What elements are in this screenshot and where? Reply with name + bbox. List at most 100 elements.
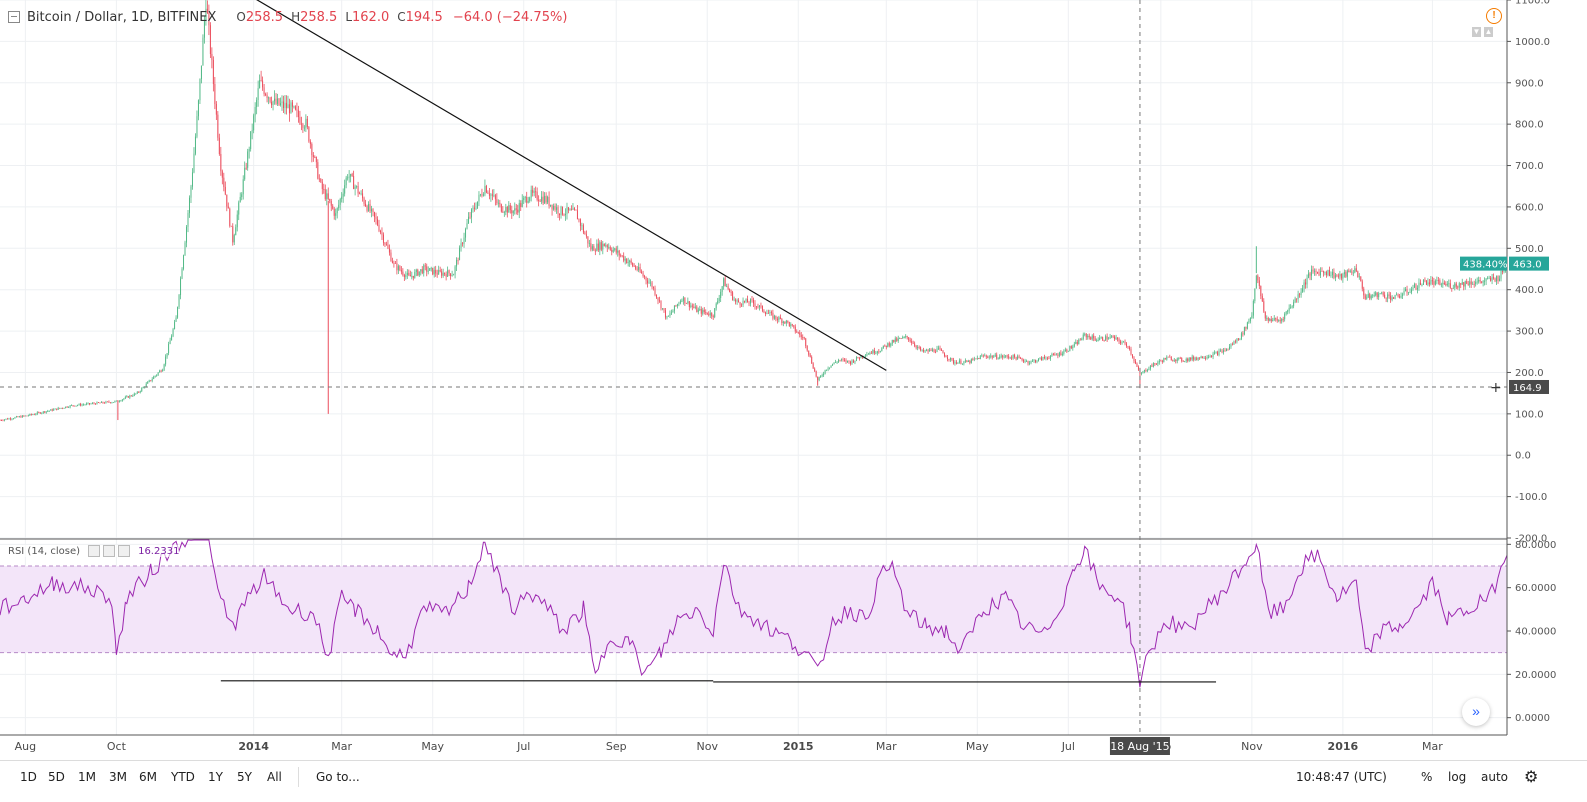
goto-button[interactable]: Go to... xyxy=(316,770,360,784)
timeframe-3m[interactable]: 3M xyxy=(109,770,127,784)
candle-body xyxy=(697,309,699,313)
candle-body xyxy=(647,280,649,284)
candle-body xyxy=(1228,346,1230,349)
candle-body xyxy=(1394,294,1396,299)
candle-body xyxy=(609,247,611,250)
candle-body xyxy=(1117,337,1119,339)
candle-body xyxy=(260,79,262,81)
candle-body xyxy=(53,409,55,411)
price-tick-label: 500.0 xyxy=(1515,244,1544,255)
candle-body xyxy=(775,315,777,319)
candle-body xyxy=(229,208,231,226)
candle-body xyxy=(1400,295,1402,298)
candle-body xyxy=(954,362,956,364)
candle-body xyxy=(1411,289,1413,293)
candle-body xyxy=(670,312,672,314)
crosshair-date-label: 18 Aug '15 xyxy=(1110,740,1170,753)
candle-body xyxy=(638,267,640,270)
candle-body xyxy=(969,360,971,363)
candle-body xyxy=(168,344,170,354)
double-chevron-right-icon[interactable]: » xyxy=(1462,698,1490,726)
candle-body xyxy=(563,214,565,216)
candle-body xyxy=(524,196,526,199)
candle-body xyxy=(365,203,367,207)
candle-body xyxy=(321,181,323,190)
candle-body xyxy=(1085,333,1087,338)
candle-body xyxy=(1070,346,1072,349)
candle-body xyxy=(297,110,299,118)
candle-body xyxy=(832,364,834,366)
candle-body xyxy=(369,204,371,212)
candle-body xyxy=(838,360,840,362)
timeframe-1d[interactable]: 1D xyxy=(20,770,37,784)
candle-body xyxy=(800,334,802,338)
candle-body xyxy=(453,274,455,276)
candle-body xyxy=(126,396,128,398)
candle-body xyxy=(59,407,61,409)
settings-icon[interactable] xyxy=(103,545,116,557)
candle-body xyxy=(1149,365,1151,369)
candle-body xyxy=(1094,338,1096,341)
candle-body xyxy=(641,271,643,274)
close-icon[interactable] xyxy=(118,545,131,557)
chart-area[interactable]: 1100.0 1000.0 900.0 800.0 700.0 600.0 500.0 400… xyxy=(0,0,1587,760)
candle-body xyxy=(8,418,10,420)
eye-icon[interactable] xyxy=(88,545,101,557)
percent-toggle[interactable]: % xyxy=(1421,770,1433,784)
gear-icon[interactable]: ⚙ xyxy=(1524,767,1539,786)
candle-body xyxy=(235,227,237,236)
candle-body xyxy=(282,101,284,108)
candle-body xyxy=(354,186,356,190)
log-toggle[interactable]: log xyxy=(1448,770,1467,784)
candle-body xyxy=(1324,272,1326,273)
warning-icon[interactable]: ! xyxy=(1486,8,1502,24)
collapse-icon[interactable] xyxy=(8,11,20,23)
timeframe-ytd[interactable]: YTD xyxy=(171,770,195,784)
candle-body xyxy=(1209,356,1211,357)
candle-body xyxy=(815,371,817,377)
timeframe-1m[interactable]: 1M xyxy=(78,770,96,784)
candle-body xyxy=(539,201,541,202)
candle-body xyxy=(645,277,647,281)
candle-body xyxy=(444,272,446,275)
candle-body xyxy=(1433,281,1435,285)
candle-body xyxy=(544,195,546,204)
candle-body xyxy=(545,195,547,203)
candle-body xyxy=(275,98,277,104)
candle-body xyxy=(1445,284,1447,286)
candle-body xyxy=(933,349,935,352)
candle-body xyxy=(1091,335,1093,340)
candle-body xyxy=(77,405,79,406)
timeframe-6m[interactable]: 6M xyxy=(139,770,157,784)
candle-body xyxy=(663,308,665,311)
candle-body xyxy=(1348,270,1350,273)
candle-body xyxy=(730,292,732,293)
timeframe-5y[interactable]: 5Y xyxy=(237,770,252,784)
candle-body xyxy=(560,206,562,216)
candle-body xyxy=(976,357,978,359)
minimize-icon[interactable]: ▼ xyxy=(1472,27,1481,37)
maximize-icon[interactable]: ▲ xyxy=(1484,27,1493,37)
candle-body xyxy=(550,204,552,206)
candle-body xyxy=(535,191,537,193)
timeframe-5d[interactable]: 5D xyxy=(48,770,65,784)
candle-body xyxy=(1464,281,1466,287)
candle-body xyxy=(999,356,1001,359)
candle-body xyxy=(1157,362,1159,365)
candle-body xyxy=(1233,341,1235,345)
rsi-tick-label: 80.0000 xyxy=(1515,540,1556,551)
candle-body xyxy=(1245,326,1247,329)
candle-body xyxy=(993,356,995,358)
timeframe-1y[interactable]: 1Y xyxy=(208,770,223,784)
candle-body xyxy=(833,362,835,365)
candle-body xyxy=(764,312,766,314)
candle-body xyxy=(224,186,226,195)
candle-body xyxy=(366,206,368,211)
candle-body xyxy=(145,383,147,387)
timeframe-all[interactable]: All xyxy=(267,770,282,784)
candle-body xyxy=(1402,294,1404,296)
candle-body xyxy=(429,268,431,271)
candle-body xyxy=(1458,283,1460,288)
auto-toggle[interactable]: auto xyxy=(1481,770,1509,784)
candle-body xyxy=(1281,319,1283,322)
